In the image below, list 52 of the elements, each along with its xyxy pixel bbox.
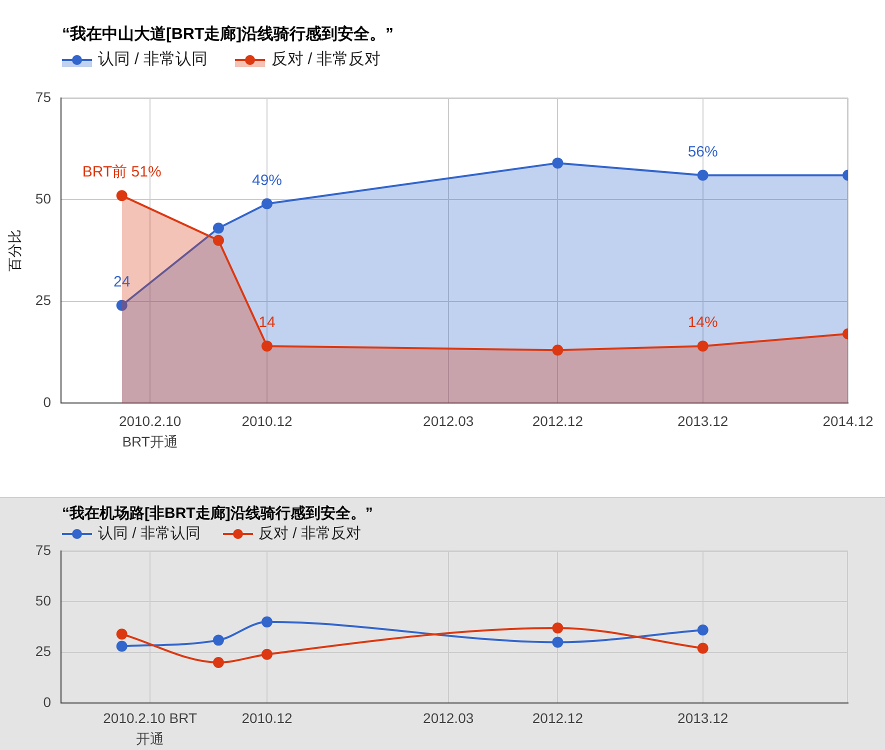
point xyxy=(697,170,708,181)
x-tick-label: 2013.12 xyxy=(678,413,728,430)
point xyxy=(552,158,564,169)
point xyxy=(552,344,564,356)
data-label: BRT前 51% xyxy=(82,164,162,181)
point xyxy=(552,636,564,648)
x-tick-label: 2013.12 xyxy=(678,710,728,726)
point xyxy=(697,642,708,654)
y-axis-title: 百分比 xyxy=(6,230,22,272)
point xyxy=(212,234,224,246)
point xyxy=(261,340,272,352)
data-label: 14% xyxy=(688,314,718,332)
x-tick-label: 2012.03 xyxy=(423,413,474,430)
x-tick-label: 2012.12 xyxy=(532,413,584,430)
point xyxy=(212,222,224,234)
data-label: 49% xyxy=(252,172,282,189)
y-tick-label: 25 xyxy=(35,292,52,308)
x-tick-label: 2010.2.10 BRT 开通 xyxy=(103,710,198,746)
point xyxy=(697,340,708,352)
x-tick-label: 2010.12 xyxy=(242,413,293,430)
point xyxy=(116,628,128,640)
legend-label: 认同 / 非常认同 xyxy=(98,525,201,543)
y-tick-label: 75 xyxy=(35,542,52,558)
point xyxy=(261,198,272,210)
point xyxy=(552,622,564,634)
chart-title: “我在中山大道[BRT走廊]沿线骑行感到安全。” xyxy=(62,25,394,44)
point xyxy=(261,648,272,660)
x-tick-label: 2010.12 xyxy=(242,710,293,726)
data-label: 56% xyxy=(688,143,718,160)
data-label: 24 xyxy=(114,274,130,291)
y-tick-label: 50 xyxy=(35,592,52,609)
point xyxy=(212,656,224,668)
y-tick-label: 0 xyxy=(43,694,52,710)
point xyxy=(212,634,224,646)
data-label: 14 xyxy=(258,314,276,332)
x-tick-label: 2014.12 xyxy=(822,413,874,430)
legend-label: 认同 / 非常认同 xyxy=(98,50,208,70)
y-tick-label: 25 xyxy=(35,643,52,660)
y-tick-label: 0 xyxy=(43,394,52,410)
chart-title: “我在机场路[非BRT走廊]沿线骑行感到安全。” xyxy=(62,505,373,523)
legend-label: 反对 / 非常反对 xyxy=(258,525,362,543)
point xyxy=(261,616,272,628)
point xyxy=(116,640,128,652)
x-tick-label: 2010.2.10 BRT开通 xyxy=(118,413,182,450)
legend-label: 反对 / 非常反对 xyxy=(271,50,381,70)
y-tick-label: 50 xyxy=(35,190,52,207)
x-tick-label: 2012.03 xyxy=(423,710,474,726)
point xyxy=(116,190,128,202)
point xyxy=(697,624,708,636)
y-tick-label: 75 xyxy=(35,88,52,105)
x-tick-label: 2012.12 xyxy=(532,710,584,726)
point xyxy=(116,300,128,311)
